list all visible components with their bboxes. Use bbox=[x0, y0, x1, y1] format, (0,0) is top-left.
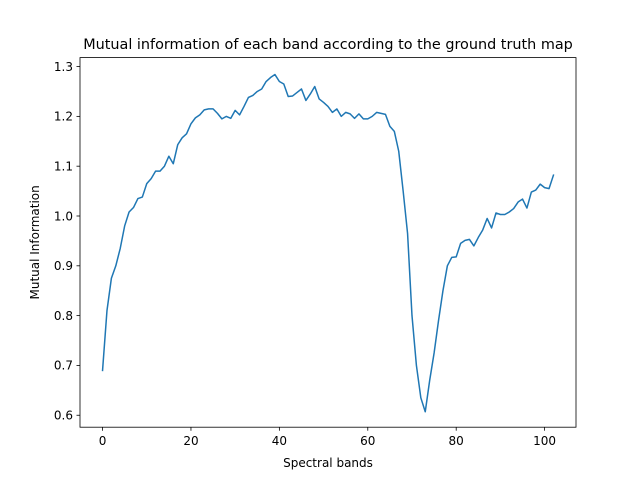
x-tick-label: 0 bbox=[99, 434, 107, 448]
y-tick-label: 1.1 bbox=[54, 159, 73, 173]
x-axis-label: Spectral bands bbox=[283, 456, 373, 470]
x-tick-label: 60 bbox=[360, 434, 375, 448]
y-tick-label: 1.0 bbox=[54, 209, 73, 223]
x-tick-label: 100 bbox=[533, 434, 556, 448]
y-tick-label: 0.7 bbox=[54, 359, 73, 373]
y-tick-label: 1.3 bbox=[54, 60, 73, 74]
y-tick-label: 1.2 bbox=[54, 110, 73, 124]
y-tick-label: 0.8 bbox=[54, 309, 73, 323]
x-tick-label: 80 bbox=[449, 434, 464, 448]
y-tick-label: 0.9 bbox=[54, 259, 73, 273]
x-tick-label: 20 bbox=[183, 434, 198, 448]
chart-title: Mutual information of each band accordin… bbox=[83, 37, 573, 53]
x-tick-label: 40 bbox=[272, 434, 287, 448]
y-tick-label: 0.6 bbox=[54, 409, 73, 423]
y-axis-label: Mutual Information bbox=[28, 185, 42, 299]
